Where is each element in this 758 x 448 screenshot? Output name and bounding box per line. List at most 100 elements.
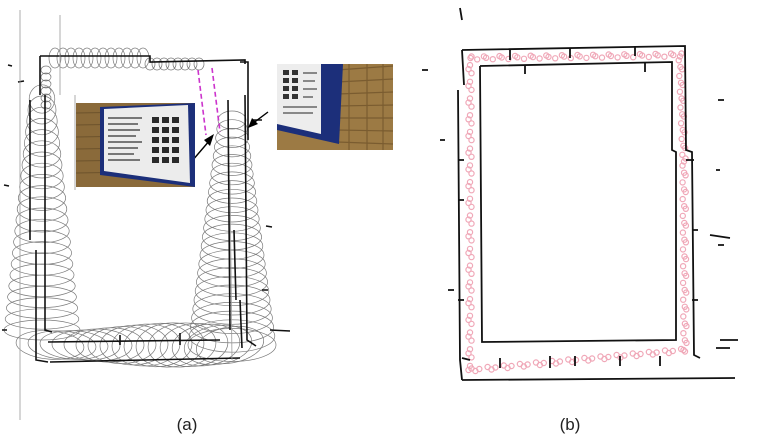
covariance-ellipse xyxy=(159,323,229,367)
caption-b: (b) xyxy=(559,415,581,434)
covariance-ellipse xyxy=(87,326,157,364)
trajectory-point xyxy=(682,172,689,179)
trajectory-point xyxy=(466,262,474,269)
trajectory-point xyxy=(466,195,474,202)
trajectory-point xyxy=(680,313,687,320)
trajectory-point xyxy=(551,55,559,62)
trajectory-point xyxy=(683,306,690,313)
covariance-ellipse xyxy=(7,286,77,308)
trajectory-point xyxy=(680,296,687,303)
trajectory-point xyxy=(532,359,540,366)
trajectory-point xyxy=(598,54,606,61)
covariance-ellipse xyxy=(208,180,256,204)
panel-b: (b) xyxy=(400,0,758,448)
trajectory-point xyxy=(468,253,475,261)
covariance-ellipse xyxy=(27,95,57,125)
trajectory-point xyxy=(466,245,474,253)
covariance-ellipse xyxy=(20,162,64,190)
trajectory-point xyxy=(505,55,512,63)
trajectory-point xyxy=(679,229,687,236)
covariance-ellipse xyxy=(199,241,265,269)
covariance-ellipse xyxy=(128,47,142,69)
trajectory-point xyxy=(677,345,685,353)
trajectory-point xyxy=(465,182,472,190)
map-walls xyxy=(2,55,291,363)
trajectory-point xyxy=(682,222,690,229)
slam-uncertainty-map xyxy=(2,10,291,420)
covariance-ellipse xyxy=(171,323,241,367)
trajectory-point xyxy=(678,50,685,57)
trajectory-point xyxy=(607,52,615,60)
trajectory-point xyxy=(498,54,505,61)
covariance-ellipse xyxy=(12,241,72,265)
covariance-ellipse xyxy=(21,151,63,179)
trajectory-point xyxy=(468,69,475,77)
trajectory-point xyxy=(545,53,552,61)
covariance-ellipse xyxy=(40,65,52,75)
covariance-ellipse xyxy=(96,47,110,69)
trajectory-point xyxy=(468,237,475,244)
trajectory-point xyxy=(468,220,475,227)
covariance-ellipse xyxy=(18,185,66,211)
trajectory-point xyxy=(466,212,474,219)
covariance-ellipse xyxy=(16,196,68,222)
trajectory-point xyxy=(679,279,687,287)
covariance-ellipse xyxy=(194,275,270,307)
covariance-ellipse xyxy=(112,47,126,69)
covariance-ellipse xyxy=(206,188,258,214)
trajectory-point xyxy=(468,136,475,144)
trajectory-point xyxy=(468,170,475,177)
trajectory-point xyxy=(654,52,661,59)
trajectory-point xyxy=(638,52,646,59)
covariance-ellipse xyxy=(14,218,70,244)
covariance-ellipses xyxy=(3,47,277,368)
trajectory-point xyxy=(682,188,689,196)
covariance-ellipse xyxy=(48,47,62,69)
trajectory-point xyxy=(629,350,636,357)
trajectory-point xyxy=(468,120,475,127)
trajectory-point xyxy=(682,272,690,280)
trajectory-point xyxy=(468,86,475,94)
trajectory-point xyxy=(465,299,472,307)
trajectory-point xyxy=(520,55,528,63)
covariance-ellipse xyxy=(40,86,52,96)
trajectory-point xyxy=(661,347,669,354)
trajectory-point xyxy=(675,57,682,64)
trajectory-point xyxy=(465,283,472,290)
trajectory-point xyxy=(682,239,690,246)
covariance-ellipse xyxy=(136,47,150,69)
trajectory-point xyxy=(661,53,668,60)
camera-image-inset-2 xyxy=(277,64,393,150)
trajectory-point xyxy=(597,353,604,360)
trajectory-point xyxy=(613,351,620,359)
caption-a: (a) xyxy=(176,415,198,434)
trajectory-point xyxy=(645,348,653,356)
covariance-ellipse xyxy=(22,140,62,168)
trajectory-point xyxy=(592,53,599,60)
trajectory-point xyxy=(466,128,474,136)
trajectory-point xyxy=(679,151,686,158)
covariance-ellipse xyxy=(193,284,271,316)
trajectory-point xyxy=(683,289,690,296)
trajectory-point xyxy=(468,103,475,110)
covariance-ellipse xyxy=(40,72,52,82)
trajectory-point xyxy=(679,179,686,186)
covariance-ellipse xyxy=(40,100,52,110)
trajectory-pink xyxy=(465,50,690,375)
trajectory-point xyxy=(677,120,685,127)
trajectory-point xyxy=(468,186,475,194)
trajectory-point xyxy=(466,295,474,303)
trajectory-point xyxy=(677,104,684,111)
covariance-ellipse xyxy=(179,57,191,71)
covariance-ellipse xyxy=(211,154,253,176)
covariance-ellipse xyxy=(204,206,260,232)
trajectory-point xyxy=(466,145,474,152)
trajectory-point xyxy=(614,54,621,61)
trajectory-point xyxy=(468,270,475,277)
trajectory-point xyxy=(679,246,687,253)
covariance-ellipse xyxy=(203,215,261,241)
trajectory-point xyxy=(466,312,474,319)
trajectory-point xyxy=(581,354,588,362)
covariance-ellipse xyxy=(210,162,254,186)
covariance-ellipse xyxy=(158,57,170,71)
